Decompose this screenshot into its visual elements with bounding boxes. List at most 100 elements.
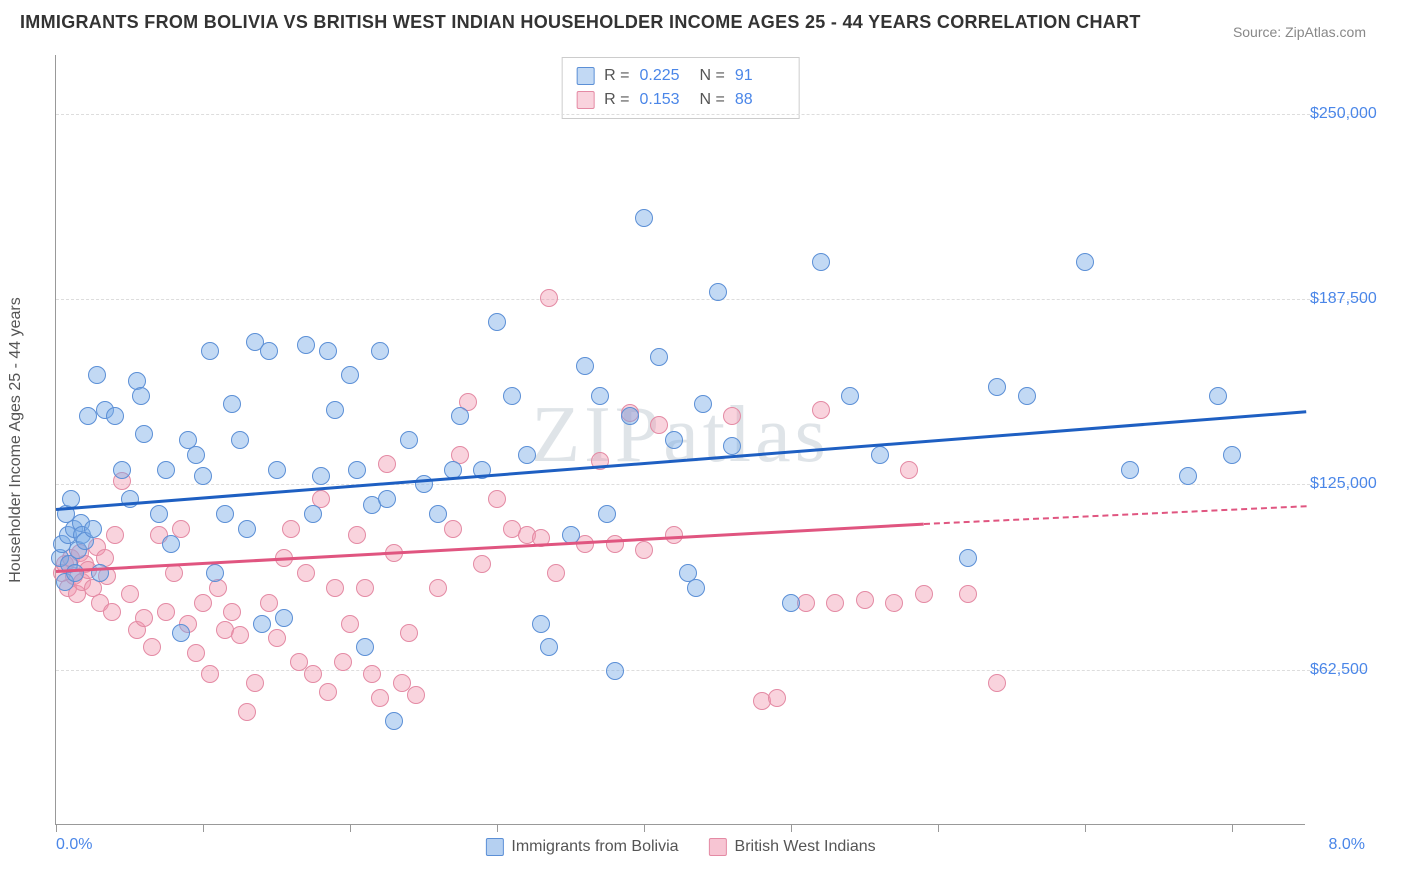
data-point [334, 653, 352, 671]
x-axis-min-label: 0.0% [56, 836, 92, 854]
plot-area: Householder Income Ages 25 - 44 years ZI… [55, 55, 1305, 825]
data-point [371, 342, 389, 360]
data-point [988, 378, 1006, 396]
data-point [297, 564, 315, 582]
data-point [135, 425, 153, 443]
data-point [282, 520, 300, 538]
data-point [187, 446, 205, 464]
n-value: 91 [735, 64, 785, 88]
data-point [429, 579, 447, 597]
stats-legend: R =0.225N =91R =0.153N =88 [561, 57, 800, 119]
data-point [871, 446, 889, 464]
data-point [348, 461, 366, 479]
data-point [687, 579, 705, 597]
data-point [371, 689, 389, 707]
data-point [503, 387, 521, 405]
data-point [378, 455, 396, 473]
gridline [56, 670, 1365, 671]
data-point [1018, 387, 1036, 405]
data-point [268, 629, 286, 647]
data-point [268, 461, 286, 479]
data-point [194, 594, 212, 612]
data-point [246, 674, 264, 692]
legend-swatch [709, 838, 727, 856]
data-point [606, 662, 624, 680]
stats-row: R =0.153N =88 [576, 88, 785, 112]
data-point [326, 579, 344, 597]
data-point [532, 615, 550, 633]
legend-item: Immigrants from Bolivia [485, 838, 678, 856]
r-label: R = [604, 64, 629, 88]
gridline [56, 299, 1365, 300]
data-point [223, 603, 241, 621]
data-point [915, 585, 933, 603]
r-value: 0.153 [640, 88, 690, 112]
x-tick [644, 824, 645, 832]
data-point [297, 336, 315, 354]
y-tick-label: $125,000 [1310, 475, 1390, 493]
data-point [782, 594, 800, 612]
data-point [66, 564, 84, 582]
data-point [826, 594, 844, 612]
r-value: 0.225 [640, 64, 690, 88]
data-point [1121, 461, 1139, 479]
data-point [378, 490, 396, 508]
data-point [885, 594, 903, 612]
data-point [157, 461, 175, 479]
x-tick [1232, 824, 1233, 832]
data-point [650, 416, 668, 434]
data-point [238, 520, 256, 538]
data-point [165, 564, 183, 582]
data-point [260, 594, 278, 612]
data-point [665, 431, 683, 449]
n-value: 88 [735, 88, 785, 112]
data-point [621, 407, 639, 425]
data-point [812, 401, 830, 419]
data-point [356, 638, 374, 656]
y-tick-label: $187,500 [1310, 290, 1390, 308]
data-point [812, 253, 830, 271]
x-tick [1085, 824, 1086, 832]
data-point [260, 342, 278, 360]
legend-swatch [485, 838, 503, 856]
gridline [56, 484, 1365, 485]
legend-item: British West Indians [709, 838, 876, 856]
legend-label: Immigrants from Bolivia [511, 838, 678, 856]
data-point [106, 407, 124, 425]
data-point [253, 615, 271, 633]
data-point [856, 591, 874, 609]
data-point [768, 689, 786, 707]
data-point [157, 603, 175, 621]
y-tick-label: $250,000 [1310, 105, 1390, 123]
data-point [518, 446, 536, 464]
trend-line [56, 410, 1306, 510]
data-point [723, 437, 741, 455]
data-point [275, 609, 293, 627]
data-point [319, 683, 337, 701]
data-point [216, 505, 234, 523]
data-point [988, 674, 1006, 692]
data-point [540, 289, 558, 307]
y-tick-label: $62,500 [1310, 661, 1390, 679]
data-point [1076, 253, 1094, 271]
data-point [694, 395, 712, 413]
data-point [88, 366, 106, 384]
data-point [363, 665, 381, 683]
data-point [635, 541, 653, 559]
series-legend: Immigrants from Bolivia British West Indi… [485, 838, 875, 856]
data-point [206, 564, 224, 582]
data-point [959, 549, 977, 567]
x-tick [350, 824, 351, 832]
data-point [319, 342, 337, 360]
data-point [201, 342, 219, 360]
stats-row: R =0.225N =91 [576, 64, 785, 88]
data-point [576, 357, 594, 375]
data-point [451, 407, 469, 425]
source-label: Source: ZipAtlas.com [1233, 24, 1366, 40]
data-point [723, 407, 741, 425]
data-point [841, 387, 859, 405]
legend-label: British West Indians [735, 838, 876, 856]
data-point [400, 431, 418, 449]
data-point [348, 526, 366, 544]
data-point [135, 609, 153, 627]
